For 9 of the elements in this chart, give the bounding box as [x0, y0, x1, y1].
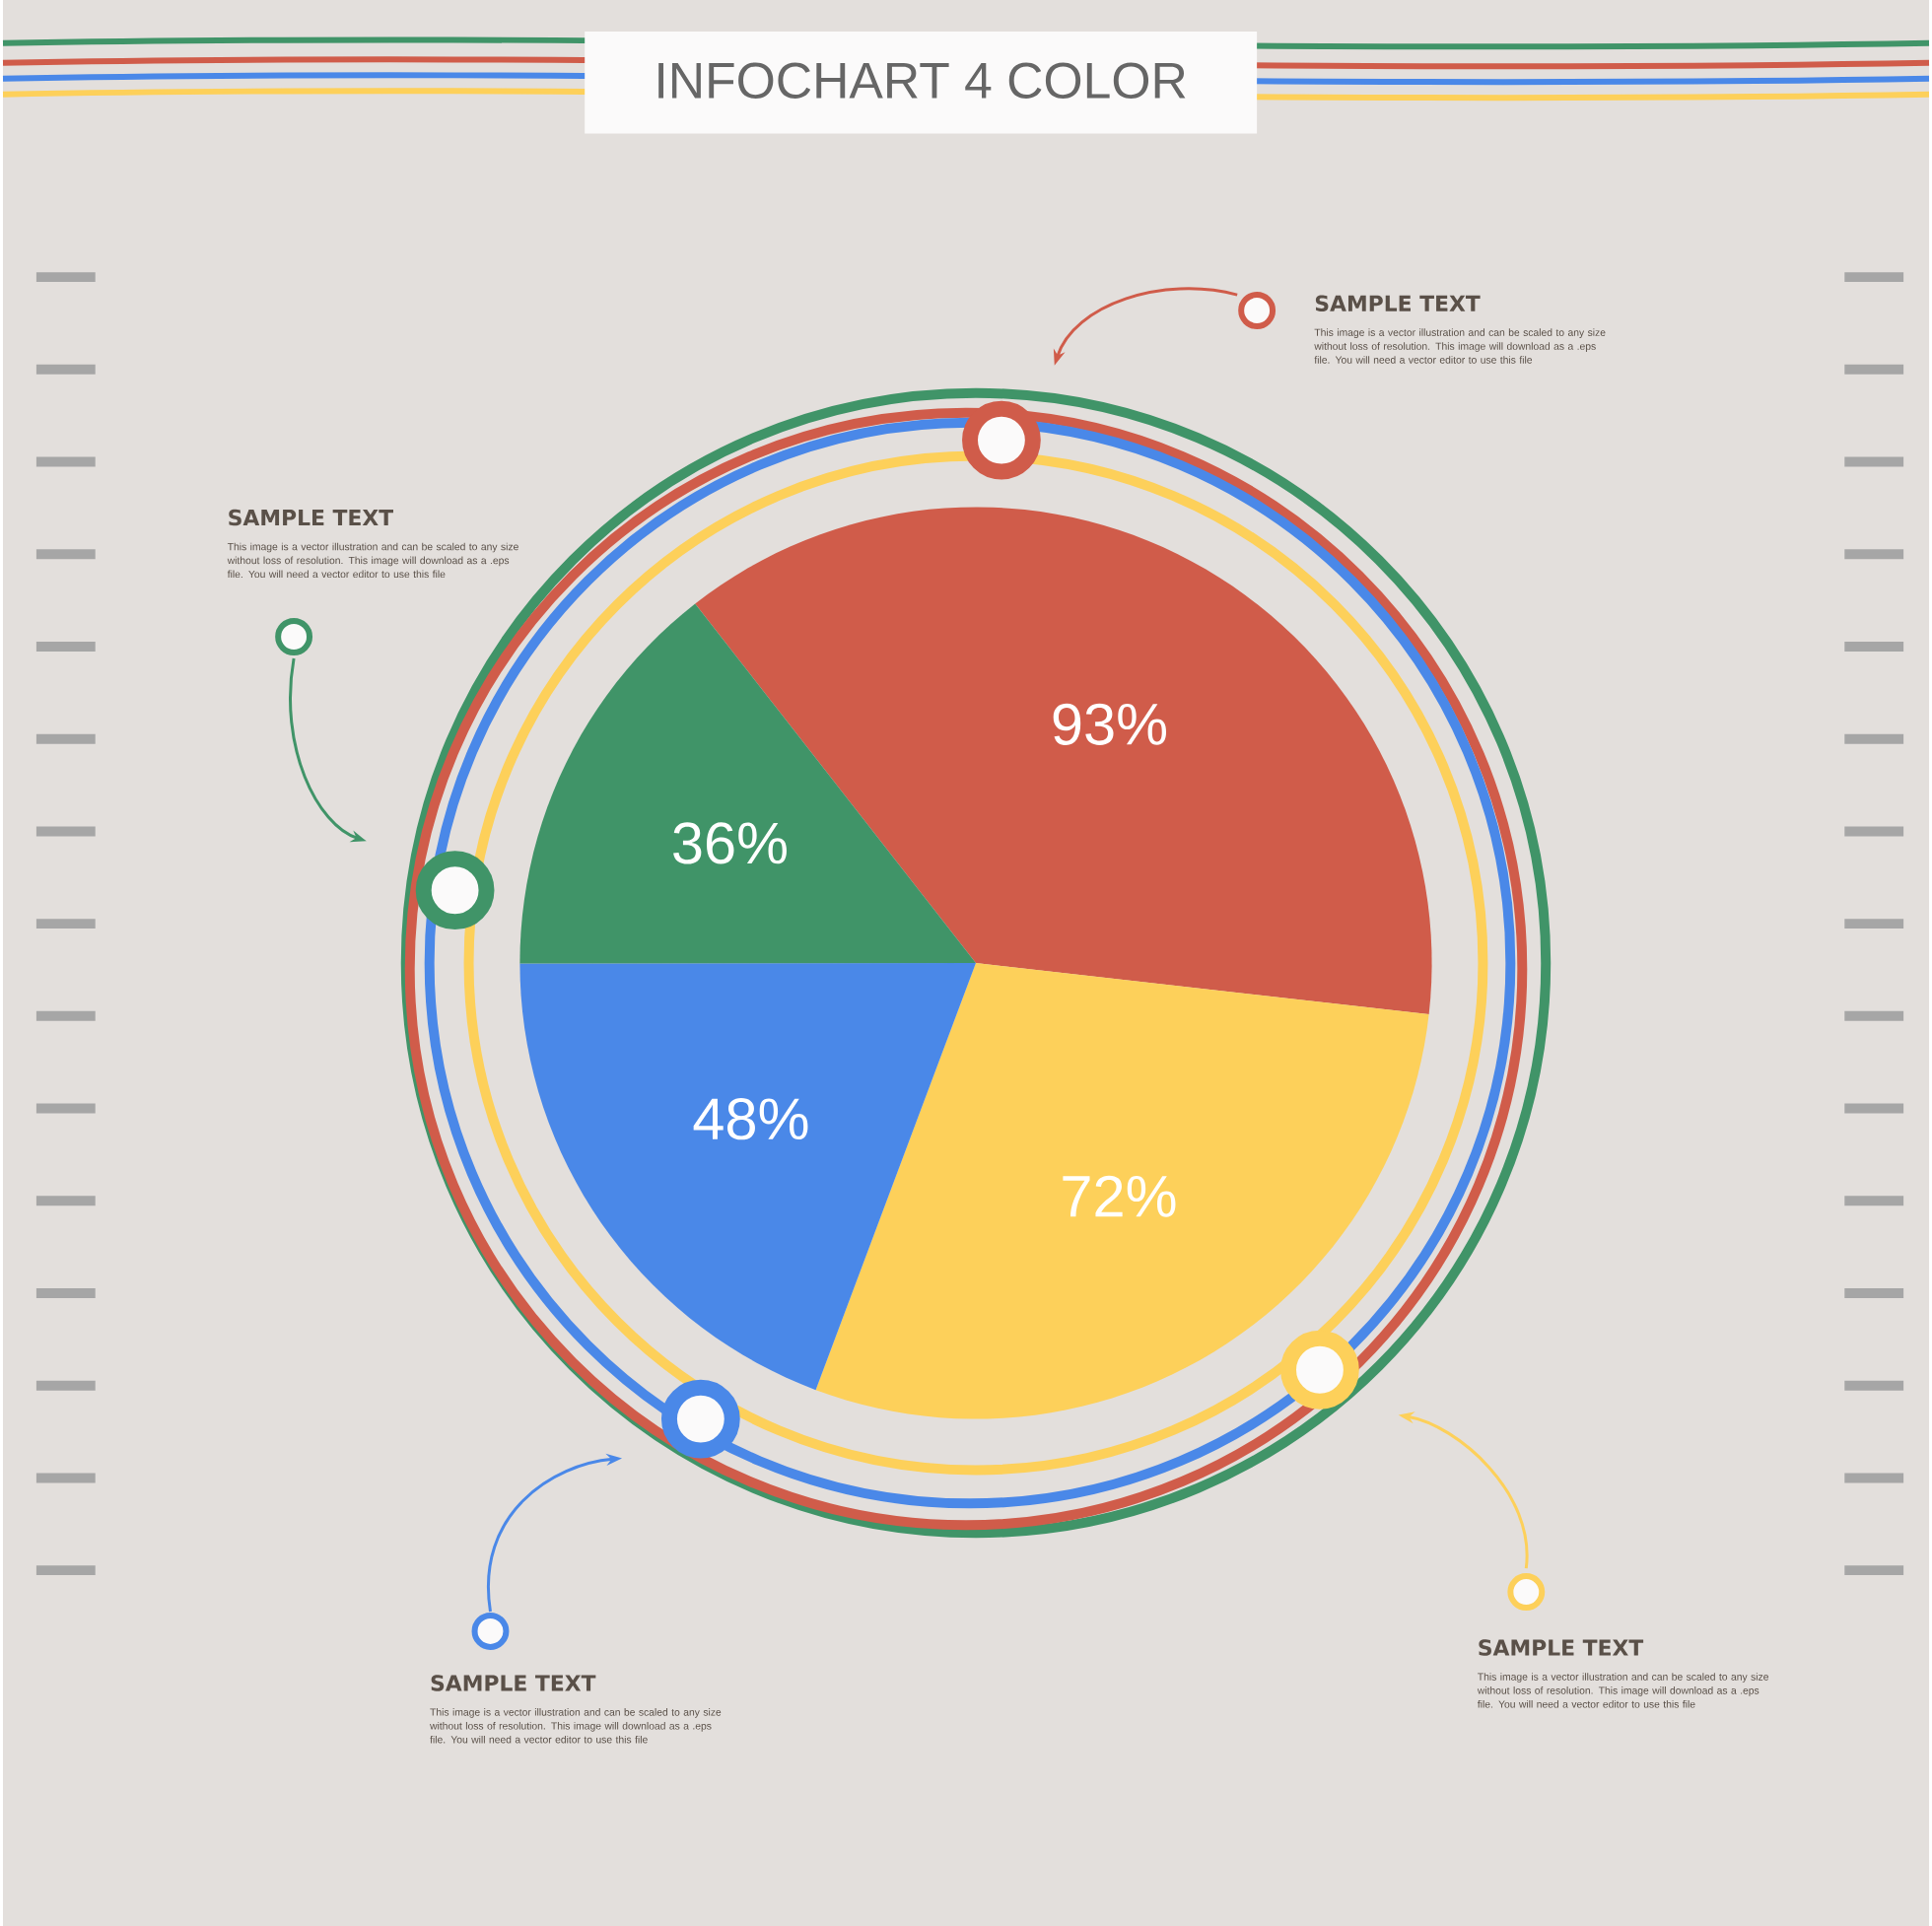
data-label: 93%: [1053, 703, 1167, 745]
text: SAMPLE TEXT: [431, 1675, 596, 1691]
data-label: 48%: [693, 1098, 808, 1140]
text: SAMPLE TEXT: [1315, 295, 1481, 312]
text: SAMPLE TEXT: [1479, 1639, 1644, 1656]
data-label: 72%: [1063, 1175, 1176, 1217]
chart-title: INFOCHART 4 COLOR: [658, 62, 1186, 100]
text: SAMPLE TEXT: [229, 509, 393, 526]
data-label: 36%: [673, 822, 787, 864]
